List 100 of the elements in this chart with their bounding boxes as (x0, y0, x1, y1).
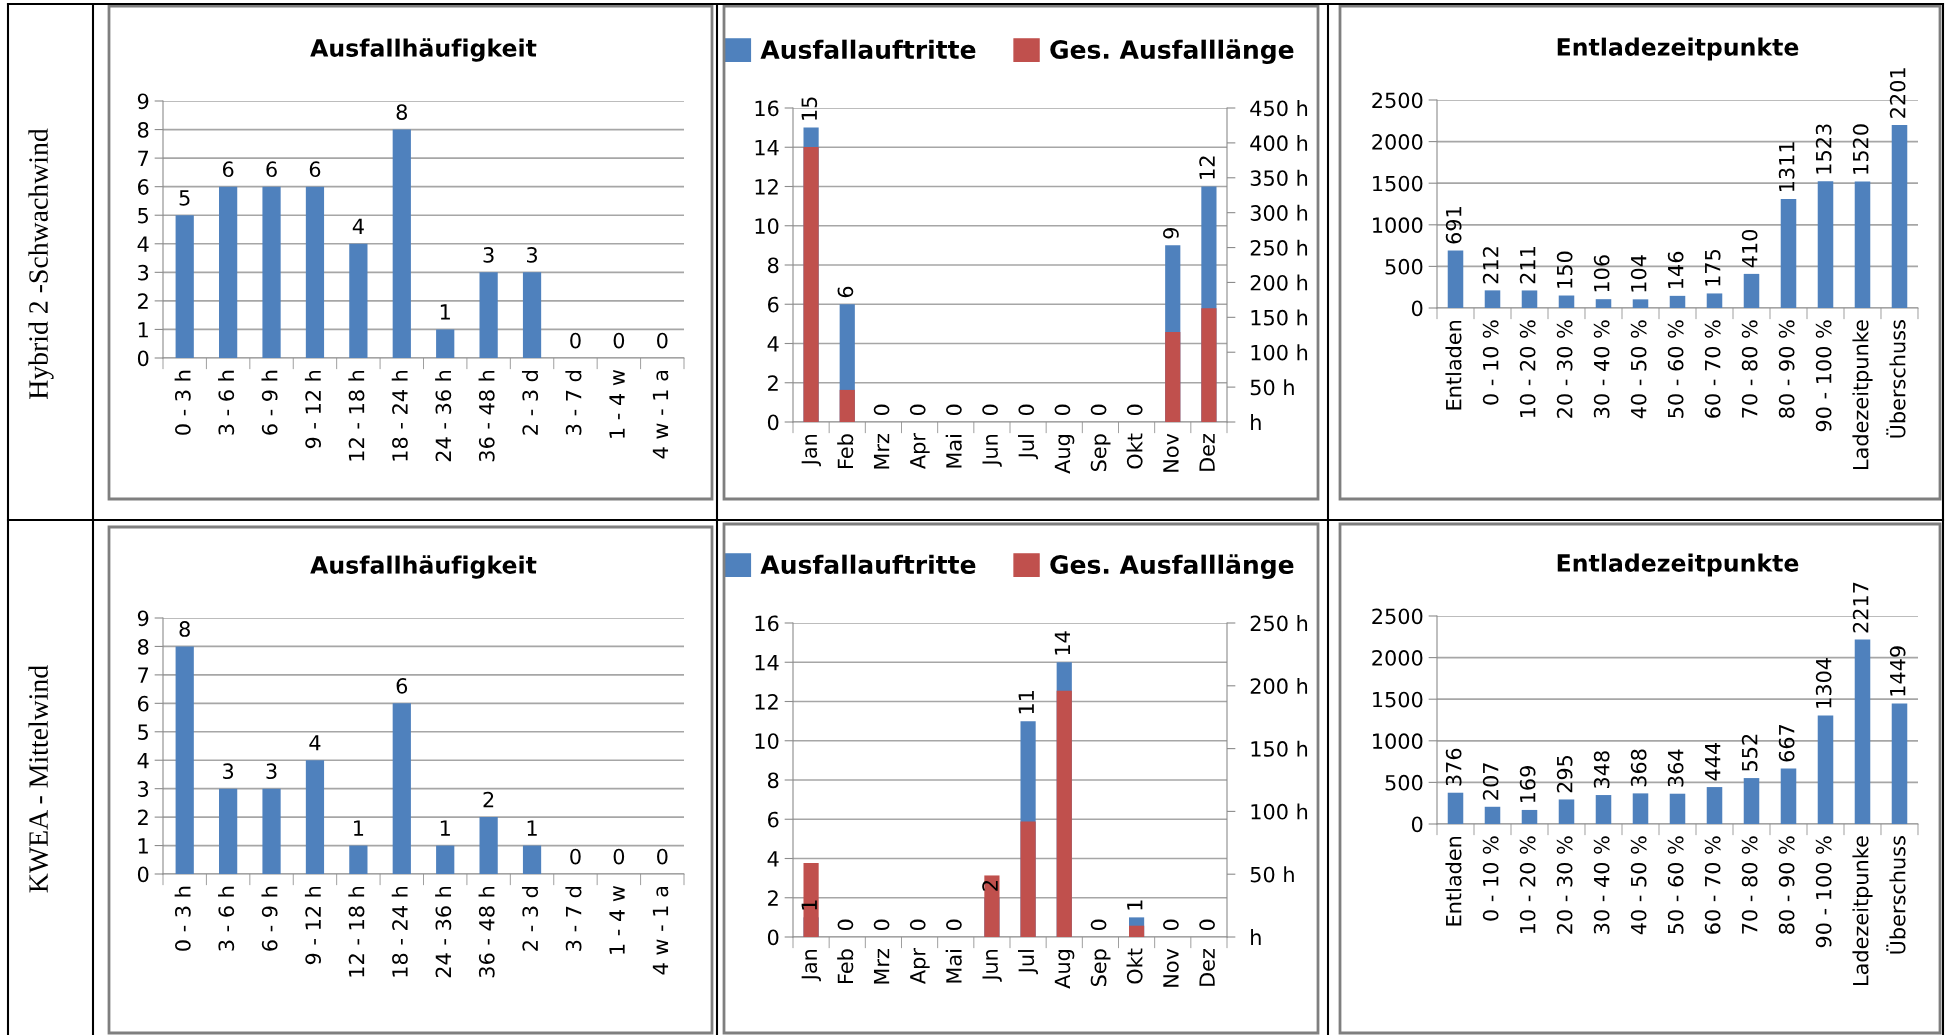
bar (1780, 198, 1797, 308)
data-label: 1 (1127, 900, 1143, 910)
data-label: 295 (1556, 755, 1573, 793)
y-tick-label: 2500 (1372, 608, 1423, 625)
y-tick-label: 3 (138, 264, 149, 281)
y2-tick-label: 450 h (1250, 100, 1308, 117)
x-tick-label: Jan (801, 434, 821, 467)
bar (1521, 809, 1538, 824)
data-label: 444 (1705, 742, 1721, 781)
chart-title: Entladezeitpunkte (1557, 553, 1799, 577)
data-label: 0 (1126, 404, 1143, 416)
bar (1447, 792, 1464, 824)
bar (1854, 181, 1871, 308)
data-label: 2 (982, 881, 998, 891)
data-label: 0 (1163, 919, 1179, 931)
data-label: 364 (1667, 749, 1684, 787)
y-tick-label: 4 (137, 236, 149, 252)
data-label: 3 (527, 246, 537, 263)
data-label: 3 (483, 246, 494, 263)
data-label: 0 (1199, 919, 1215, 931)
data-label: 0 (1054, 404, 1071, 416)
bar (1706, 787, 1723, 824)
x-tick-label: Mrz (873, 949, 890, 984)
x-tick-label: Dez (1199, 949, 1215, 986)
data-label: 0 (657, 848, 668, 865)
legend-label: Ausfallauftritte (760, 554, 976, 575)
y-tick-label: 14 (755, 654, 779, 671)
data-label: 2217 (1852, 582, 1869, 633)
data-label: 4 (352, 218, 364, 234)
y-tick-label: 0 (1411, 816, 1423, 833)
y2-tick-label: h (1251, 414, 1261, 430)
data-label: 8 (179, 621, 190, 637)
x-tick-label: 10 - 20 % (1519, 836, 1536, 934)
x-tick-label: 18 - 24 h (391, 370, 408, 461)
x-tick-label: 0 - 3 h (174, 370, 191, 435)
y2-tick-label: 50 h (1250, 379, 1294, 396)
y2-tick-label: 300 h (1250, 204, 1308, 221)
x-tick-label: Aug (1054, 950, 1075, 989)
data-label: 1523 (1815, 124, 1832, 174)
bar (1891, 703, 1908, 824)
x-tick-label: Jan (801, 949, 821, 982)
data-label: 0 (570, 848, 581, 865)
x-tick-label: 40 - 50 % (1630, 320, 1647, 419)
x-tick-label: 3 - 7 d (565, 371, 582, 435)
chart-title: Entladezeitpunkte (1557, 37, 1799, 61)
bar (1632, 793, 1649, 824)
data-label: 6 (222, 161, 234, 178)
x-tick-label: 36 - 48 h (478, 370, 495, 462)
data-label: 368 (1630, 749, 1647, 787)
y-tick-label: 16 (755, 615, 779, 632)
x-tick-label: 80 - 90 % (1778, 836, 1795, 934)
x-tick-label: Okt (1126, 433, 1143, 469)
bar (479, 817, 498, 874)
data-label: 3 (266, 763, 277, 780)
y-tick-label: 500 (1385, 258, 1423, 275)
data-label: 4 (309, 735, 321, 751)
x-tick-label: 0 - 3 h (174, 886, 191, 951)
y-tick-label: 4 (767, 336, 779, 352)
y-tick-label: 16 (755, 100, 779, 117)
y-tick-label: 1500 (1373, 691, 1423, 708)
x-tick-label: 6 - 9 h (261, 370, 278, 435)
x-tick-label: Überschuss (1886, 320, 1906, 438)
x-tick-label: 20 - 30 % (1556, 320, 1573, 418)
data-label: 106 (1593, 255, 1610, 292)
data-label: 0 (909, 404, 926, 416)
x-tick-label: 0 - 10 % (1482, 836, 1499, 921)
bar (1521, 290, 1538, 308)
data-label: 1311 (1778, 142, 1795, 192)
y-tick-label: 1500 (1373, 175, 1423, 192)
chart-title: Ausfallhäufigkeit (310, 38, 537, 62)
y-tick-label: 12 (755, 693, 778, 710)
bar (1780, 768, 1797, 824)
y-tick-label: 9 (137, 93, 149, 110)
y-tick-label: 500 (1385, 774, 1423, 791)
y-tick-label: 5 (138, 207, 148, 224)
y-tick-label: 8 (767, 257, 779, 274)
x-tick-label: 3 - 6 h (218, 370, 235, 435)
y2-tick-label: h (1251, 929, 1261, 945)
data-label: 146 (1667, 251, 1684, 289)
data-label: 376 (1445, 748, 1462, 786)
x-tick-label: 18 - 24 h (391, 886, 408, 977)
data-label: 552 (1741, 734, 1758, 771)
x-tick-label: Jun (982, 949, 1002, 982)
y-tick-label: 0 (137, 866, 149, 883)
bar (1854, 639, 1871, 824)
bar (1447, 250, 1464, 308)
x-tick-label: 50 - 60 % (1667, 320, 1684, 418)
x-tick-label: 40 - 50 % (1630, 836, 1647, 935)
data-label: 1 (527, 820, 537, 836)
x-tick-label: Mai (945, 950, 962, 983)
x-tick-label: Sep (1090, 949, 1111, 987)
y-tick-label: 7 (138, 667, 149, 683)
data-label: 8 (396, 104, 407, 120)
bar (175, 215, 194, 358)
x-tick-label: Sep (1090, 434, 1111, 472)
y2-tick-label: 100 h (1251, 344, 1308, 361)
y-tick-label: 8 (767, 772, 779, 789)
y-tick-label: 6 (138, 179, 149, 195)
x-tick-label: 4 w - 1 a (652, 371, 669, 459)
x-tick-label: Mai (945, 435, 962, 468)
